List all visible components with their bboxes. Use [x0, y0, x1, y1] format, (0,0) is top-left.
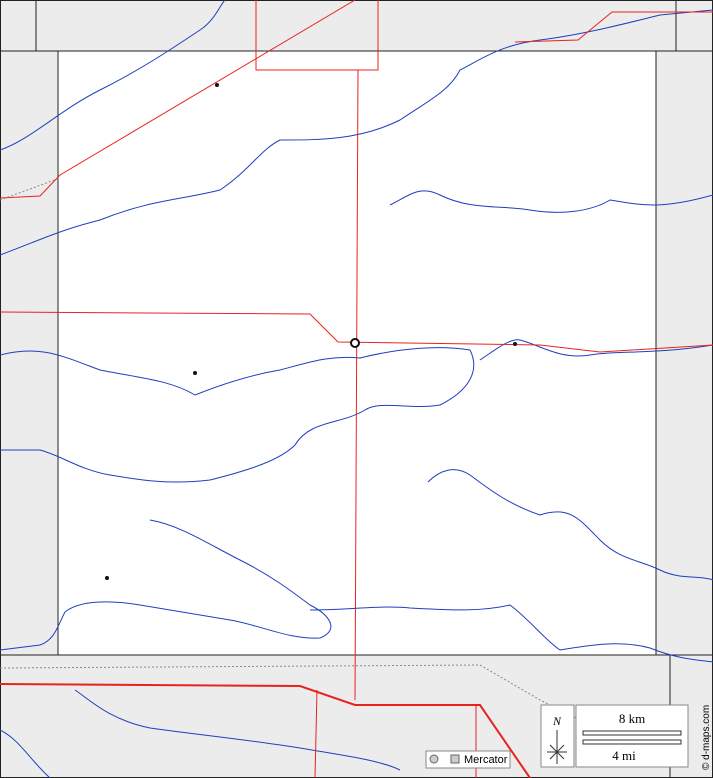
projection-icon	[429, 754, 439, 764]
scale-bar	[582, 739, 682, 745]
projection-label: Mercator	[464, 754, 508, 766]
railway	[0, 177, 61, 201]
county-seat	[350, 338, 360, 348]
credit: © d-maps.com	[701, 705, 712, 770]
railway	[0, 664, 581, 721]
scale-mi: 4 mi	[612, 748, 636, 763]
north-arrow	[547, 730, 567, 764]
north-label: N	[552, 714, 562, 728]
scale-km: 8 km	[619, 711, 645, 726]
projection-box	[425, 750, 511, 769]
projection-icon	[450, 754, 460, 764]
towns	[105, 83, 517, 580]
scale-bar	[582, 730, 682, 736]
scale-box	[575, 704, 689, 768]
